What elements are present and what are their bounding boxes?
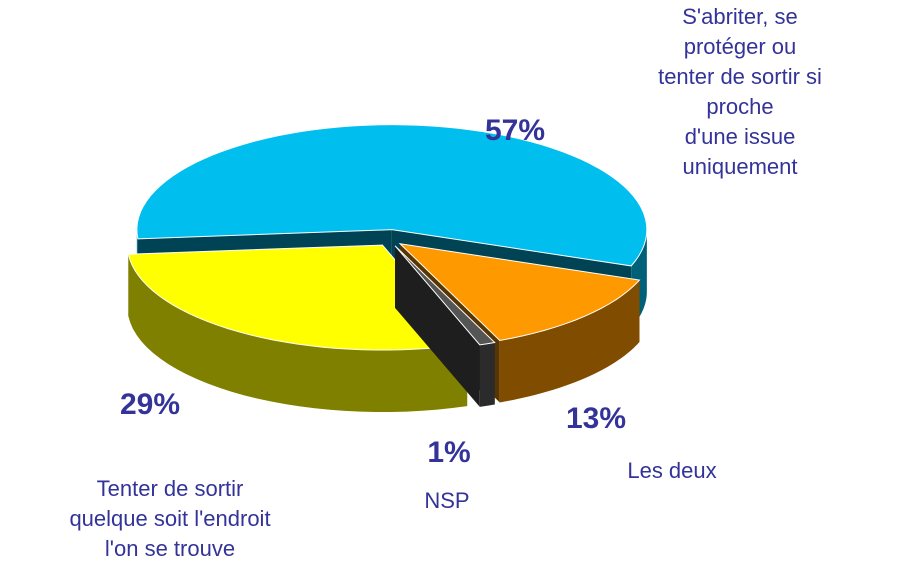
slice-top [127, 244, 469, 351]
value-label: 57% [484, 114, 546, 147]
value-label: 1% [427, 436, 471, 469]
category-label: Les deux [627, 458, 717, 483]
value-label: 29% [119, 388, 181, 421]
value-label: 13% [565, 402, 627, 435]
slice-side [128, 254, 468, 413]
slice-wall [395, 245, 480, 407]
slice-side [479, 342, 495, 407]
slice-top [136, 124, 648, 267]
slice [394, 245, 496, 407]
category-label: Tenter de sortir quelque soit l'endroit … [69, 476, 271, 561]
slice-side [499, 280, 640, 403]
category-label: S'abriter, se protéger ou tenter de sort… [658, 4, 822, 179]
slice-top [394, 245, 496, 346]
category-label: NSP [424, 488, 470, 513]
slice-top [398, 243, 641, 341]
